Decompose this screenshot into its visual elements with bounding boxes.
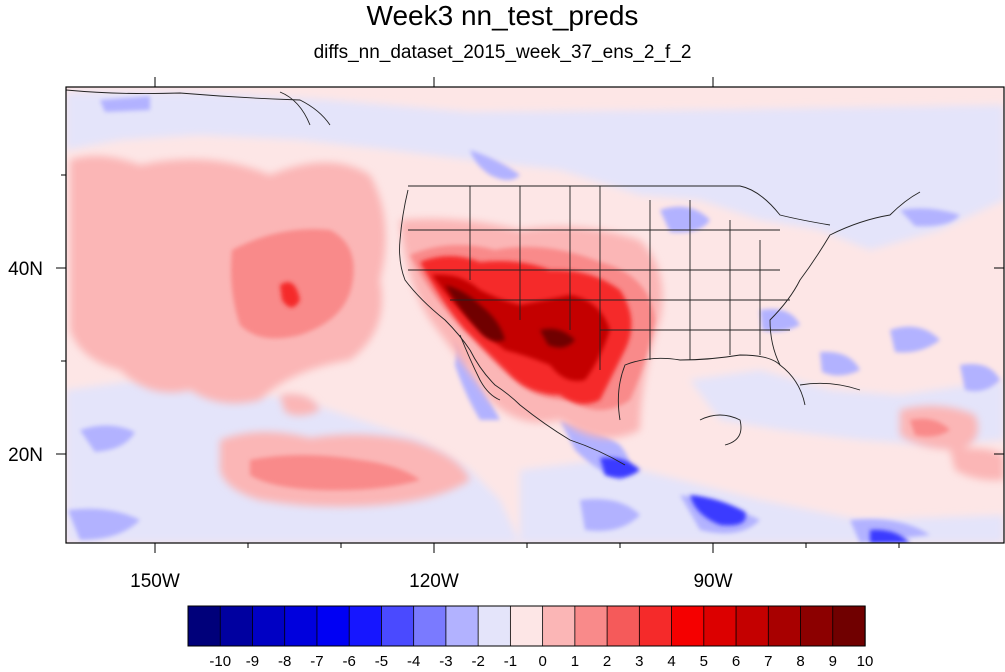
colorbar-swatch <box>219 605 254 647</box>
colorbar-label: 4 <box>667 653 675 670</box>
x-tick-label: 150W <box>130 571 180 592</box>
colorbar-swatch <box>606 605 641 647</box>
x-tick-label: 90W <box>693 571 732 592</box>
colorbar-label: -5 <box>375 653 388 670</box>
plot-frame <box>65 86 1005 544</box>
colorbar-swatch <box>445 605 479 647</box>
colorbar-label: 9 <box>829 653 837 670</box>
colorbar-label: 7 <box>764 653 772 670</box>
colorbar-swatch <box>767 605 802 647</box>
colorbar-swatch <box>187 605 221 647</box>
colorbar-label: -1 <box>504 653 517 670</box>
coastlines <box>66 89 921 466</box>
colorbar-swatch <box>800 605 834 647</box>
colorbar-swatch <box>381 605 415 647</box>
colorbar-swatch <box>735 605 769 647</box>
y-tick-label: 40N <box>8 259 43 280</box>
colorbar-swatch <box>477 605 512 647</box>
colorbar-swatch <box>671 605 705 647</box>
colorbar-label: 5 <box>700 653 708 670</box>
x-tick-label: 120W <box>409 571 459 592</box>
colorbar-frame <box>187 605 866 647</box>
colorbar-label: 10 <box>857 653 874 670</box>
colorbar-label: -3 <box>439 653 452 670</box>
anomaly-field <box>66 87 1004 543</box>
colorbar-swatch <box>832 605 866 647</box>
map-subtitle: diffs_nn_dataset_2015_week_37_ens_2_f_2 <box>313 42 692 63</box>
colorbar-swatch <box>638 605 673 647</box>
axis-ticks <box>56 77 1004 553</box>
colorbar-label: 3 <box>635 653 643 670</box>
colorbar-label: 2 <box>603 653 611 670</box>
colorbar: -10 -9 -8 -7 -6 -5 -4 -3 -2 -1 0 1 2 3 4 5 6 7 8 9 10 <box>187 605 874 670</box>
colorbar-swatch <box>703 605 737 647</box>
colorbar-label: 1 <box>571 653 579 670</box>
colorbar-swatch <box>574 605 608 647</box>
colorbar-swatch <box>348 605 383 647</box>
colorbar-swatch <box>509 605 544 647</box>
colorbar-label: -4 <box>407 653 420 670</box>
colorbar-swatch <box>316 605 350 647</box>
map-title: Week3 nn_test_preds <box>366 0 639 31</box>
colorbar-label: -8 <box>278 653 291 670</box>
colorbar-swatch <box>542 605 576 647</box>
colorbar-label: -7 <box>310 653 323 670</box>
y-tick-label: 20N <box>8 445 43 466</box>
colorbar-label: 6 <box>732 653 740 670</box>
colorbar-label: -10 <box>209 653 231 670</box>
colorbar-swatch <box>413 605 447 647</box>
colorbar-swatch <box>284 605 318 647</box>
colorbar-label: 0 <box>538 653 546 670</box>
colorbar-label: -2 <box>471 653 484 670</box>
colorbar-swatch <box>252 605 286 647</box>
colorbar-label: 8 <box>796 653 804 670</box>
colorbar-label: -9 <box>246 653 259 670</box>
colorbar-label: -6 <box>343 653 356 670</box>
